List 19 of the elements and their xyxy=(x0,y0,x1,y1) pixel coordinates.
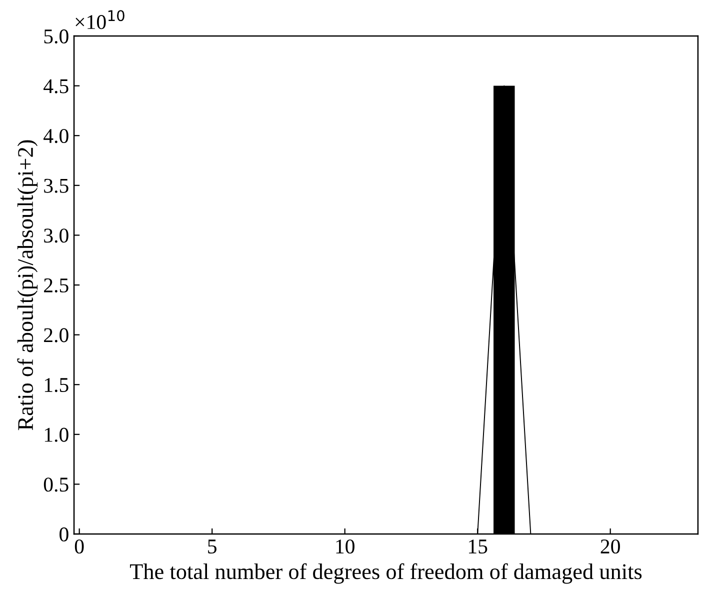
y-tick-label: 3.0 xyxy=(44,228,68,243)
y-tick-label: 4.5 xyxy=(44,79,68,94)
y-tick-label: 4.0 xyxy=(44,128,68,144)
x-tick-label: 0 xyxy=(74,539,84,554)
text: ×10$^{10}$ xyxy=(76,10,124,30)
y-tick-label: 0 xyxy=(60,527,68,542)
y-tick-label: 2.0 xyxy=(44,328,68,342)
y-axis-title: Ratio of aboult(pi)/absoult(pi+2) xyxy=(17,140,38,430)
x-tick-label: 5 xyxy=(208,540,216,554)
x-axis-title: The total number of degrees of freedom of damaged units xyxy=(130,563,642,584)
x-tick-label: 10 xyxy=(336,539,354,554)
x-tick-label: 20 xyxy=(600,539,620,554)
y-tick-label: 2.5 xyxy=(44,278,68,293)
y-tick-label: 1.5 xyxy=(44,378,68,392)
y-tick-label: 3.5 xyxy=(44,178,68,193)
y-tick-label: 1.0 xyxy=(44,428,68,442)
y-tick-label: 0.5 xyxy=(44,478,68,492)
x-tick-label: 15 xyxy=(469,540,488,554)
y-tick-label: 5.0 xyxy=(44,29,68,44)
